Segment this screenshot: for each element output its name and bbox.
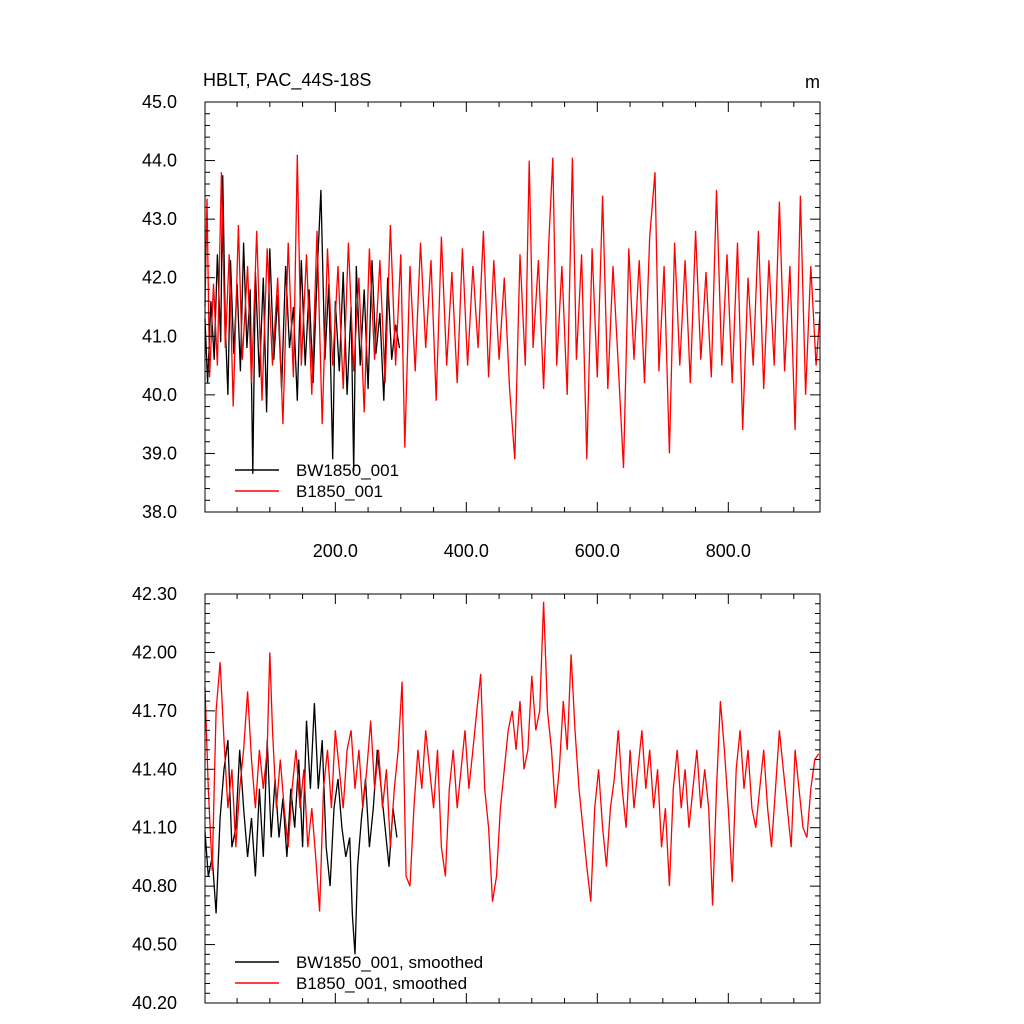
bottom-ytick-label: 40.80 [132, 876, 177, 896]
top-legend-label: BW1850_001 [296, 461, 399, 480]
top-plot-area: 38.0 39.0 40.0 41.0 42.0 43.0 44.0 45.0 200.0 400… [142, 92, 821, 561]
bottom-series-b1850-line [204, 601, 820, 912]
top-ytick-label: 45.0 [142, 92, 177, 112]
top-panel-title: HBLT, PAC_44S-18S [203, 70, 371, 91]
bottom-ytick-label: 40.20 [132, 993, 177, 1013]
bottom-ytick-label: 41.70 [132, 701, 177, 721]
top-panel: HBLT, PAC_44S-18S m 38.0 39.0 40.0 41.0 42.0… [142, 70, 821, 561]
bottom-panel: 40.20 40.50 40.80 41.10 41.40 41.70 42.00 42.30… [132, 584, 821, 1013]
top-ytick-label: 44.0 [142, 151, 177, 171]
top-legend: BW1850_001 B1850_001 [235, 461, 399, 501]
top-xtick-label: 600.0 [575, 541, 620, 561]
top-ytick-label: 40.0 [142, 385, 177, 405]
top-ytick-label: 43.0 [142, 209, 177, 229]
bottom-ytick-label: 42.30 [132, 584, 177, 604]
top-frame [204, 101, 821, 513]
top-ytick-label: 42.0 [142, 268, 177, 288]
bottom-plot-area: 40.20 40.50 40.80 41.10 41.40 41.70 42.00 42.30 [132, 584, 821, 1013]
bottom-ytick-label: 42.00 [132, 642, 177, 662]
bottom-ytick-label: 41.10 [132, 818, 177, 838]
bottom-ytick-label: 41.40 [132, 759, 177, 779]
top-ytick-label: 39.0 [142, 443, 177, 463]
top-series-bw1850-line [204, 175, 401, 474]
top-ytick-label: 41.0 [142, 326, 177, 346]
bottom-ytick-label: 40.50 [132, 935, 177, 955]
top-xtick-label: 400.0 [444, 541, 489, 561]
top-xtick-label: 800.0 [706, 541, 751, 561]
bottom-series-bw1850-line [204, 703, 398, 955]
bottom-legend: BW1850_001, smoothed B1850_001, smoothed [235, 953, 483, 993]
top-panel-units: m [805, 72, 820, 92]
bottom-legend-label: B1850_001, smoothed [296, 974, 467, 993]
bottom-legend-label: BW1850_001, smoothed [296, 953, 483, 972]
top-series-b1850-line [204, 154, 821, 469]
top-ytick-label: 38.0 [142, 502, 177, 522]
top-legend-label: B1850_001 [296, 482, 383, 501]
top-xtick-label: 200.0 [313, 541, 358, 561]
